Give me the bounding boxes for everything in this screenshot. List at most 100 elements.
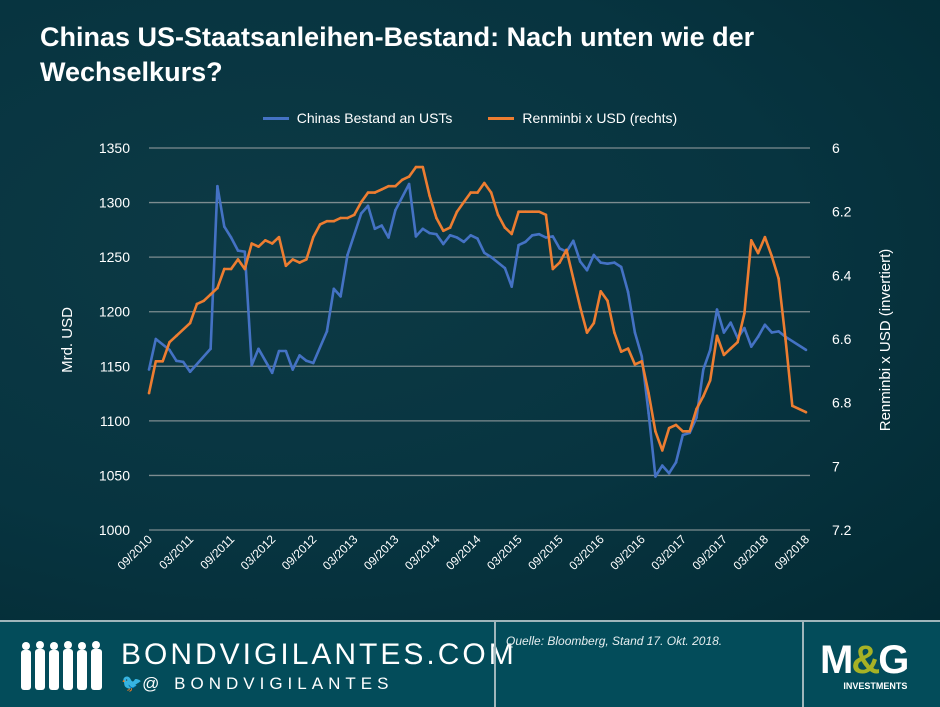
data-point — [380, 224, 383, 227]
data-point — [339, 216, 342, 220]
data-point — [222, 225, 226, 228]
gridlines — [149, 147, 810, 531]
data-point — [346, 216, 349, 220]
y-axis-label: Mrd. USD — [59, 307, 76, 373]
data-point — [428, 194, 431, 198]
data-point — [606, 262, 609, 265]
data-point — [681, 430, 685, 433]
data-point — [305, 359, 308, 363]
data-point — [441, 229, 445, 233]
data-point — [749, 239, 753, 242]
x-tick-label: 09/2017 — [689, 532, 730, 573]
data-point — [599, 261, 602, 264]
data-point — [695, 416, 698, 419]
data-point — [510, 285, 514, 288]
people-silhouette-icon — [21, 641, 102, 690]
data-point — [387, 236, 390, 239]
data-point — [537, 232, 541, 236]
data-point — [168, 340, 171, 344]
data-point — [264, 239, 267, 242]
logo-amp: & — [851, 638, 880, 682]
data-point — [585, 268, 589, 272]
data-point — [572, 277, 575, 280]
data-point — [250, 242, 253, 245]
data-point — [647, 411, 650, 415]
x-tick-label: 03/2018 — [730, 532, 771, 573]
data-point — [483, 251, 486, 255]
data-point — [599, 289, 602, 293]
x-tick-label: 09/2010 — [115, 532, 156, 573]
data-point — [715, 334, 719, 338]
data-point — [284, 264, 288, 268]
data-point — [674, 423, 678, 427]
data-point — [483, 181, 486, 185]
data-point — [373, 227, 377, 231]
data-point — [359, 200, 363, 204]
y-axis-right: 6 6.2 6.4 6.6 6.8 7 7.2 — [832, 140, 852, 538]
data-point — [613, 261, 616, 264]
y-tick-label: 1200 — [99, 304, 130, 320]
data-point — [572, 239, 575, 243]
data-point — [195, 302, 199, 306]
data-point — [749, 345, 753, 348]
data-point — [578, 260, 582, 263]
data-point — [277, 349, 281, 353]
x-tick-label: 09/2016 — [607, 532, 648, 573]
x-tick-label: 09/2015 — [525, 532, 566, 573]
data-point — [400, 178, 404, 182]
data-point — [243, 267, 247, 271]
data-point — [551, 235, 555, 238]
data-point — [517, 243, 520, 247]
data-point — [729, 347, 733, 350]
data-point — [216, 184, 219, 188]
logo-m: M — [820, 638, 853, 682]
data-point — [236, 258, 240, 261]
series-line — [147, 182, 807, 478]
legend-label: Chinas Bestand an USTs — [296, 110, 453, 126]
data-point — [708, 379, 712, 382]
x-tick-label: 03/2016 — [566, 532, 607, 573]
data-point — [311, 235, 315, 239]
data-point — [804, 348, 808, 352]
data-point — [209, 293, 212, 296]
data-point — [298, 354, 301, 357]
data-point — [366, 191, 370, 194]
data-point — [339, 295, 342, 298]
data-point — [633, 363, 637, 366]
legend-swatch-orange — [488, 116, 515, 120]
data-point — [585, 331, 589, 334]
data-point — [284, 349, 288, 353]
data-point — [209, 347, 212, 351]
x-tick-label: 09/2011 — [197, 532, 237, 572]
data-point — [626, 347, 630, 350]
source-note: Quelle: Bloomberg, Stand 17. Okt. 2018. — [506, 634, 723, 648]
data-point — [791, 404, 794, 408]
data-point — [154, 359, 158, 363]
x-axis: 09/2010 03/2011 09/2011 03/2012 09/2012 03/20… — [115, 532, 813, 573]
data-point — [674, 461, 678, 464]
data-point — [469, 234, 472, 237]
data-point — [448, 234, 452, 237]
data-point — [613, 331, 616, 334]
data-point — [681, 433, 685, 437]
data-point — [175, 334, 178, 338]
data-point — [188, 321, 192, 325]
data-point — [469, 191, 472, 194]
footer-divider — [494, 622, 496, 707]
data-point — [229, 236, 233, 239]
legend-item-ust: Chinas Bestand an USTs — [262, 110, 453, 126]
data-point — [736, 340, 739, 344]
y2-tick-label: 7 — [832, 458, 840, 474]
series-renminbi-usd — [147, 165, 808, 452]
y-tick-label: 1100 — [100, 413, 130, 429]
data-point — [763, 235, 767, 239]
data-point — [476, 237, 479, 240]
twitter-handle: 🐦@ BONDVIGILANTES — [121, 674, 393, 694]
data-point — [544, 213, 548, 217]
data-point — [181, 360, 185, 364]
data-point — [325, 330, 329, 333]
data-point — [311, 361, 315, 365]
data-point — [770, 254, 774, 258]
data-point — [476, 191, 479, 194]
data-point — [551, 267, 555, 271]
